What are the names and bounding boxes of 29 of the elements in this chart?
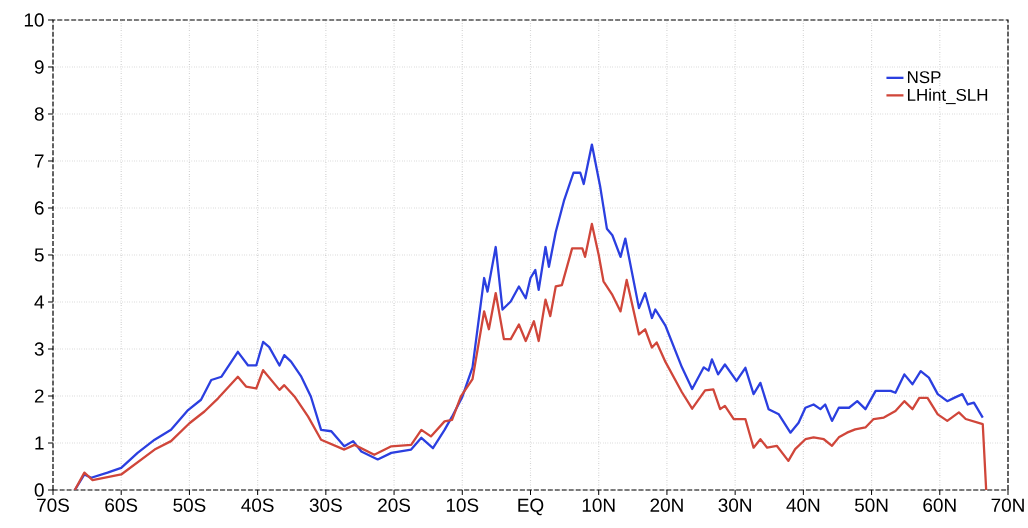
x-tick-label: 40S: [241, 498, 274, 512]
line-series: [73, 222, 988, 490]
x-tick-label: 70N: [991, 498, 1024, 512]
x-tick-label: 50S: [173, 498, 206, 512]
y-tick-label: 7: [34, 154, 44, 168]
x-tick-label: 50N: [854, 498, 888, 512]
x-tick-label: 30S: [309, 498, 342, 512]
y-tick-label: 0: [34, 483, 44, 497]
x-tick-label: 40N: [786, 498, 820, 512]
x-tick-label: 10N: [582, 498, 615, 512]
x-tick-label: 70S: [37, 498, 69, 512]
y-tick-label: 8: [34, 107, 44, 121]
x-tick-label: EQ: [518, 498, 544, 516]
x-tick-label: 30N: [718, 498, 751, 512]
x-tick-label: 60N: [923, 498, 956, 512]
y-tick-label: 6: [34, 201, 44, 215]
y-tick-label: 9: [34, 60, 44, 74]
y-tick-label: 1: [35, 436, 44, 450]
x-tick-label: 10S: [446, 498, 479, 512]
x-tick-label: 20S: [378, 498, 411, 512]
legend-label: NSP: [907, 71, 941, 84]
y-tick-label: 4: [34, 295, 44, 309]
x-tick-label: 60S: [105, 498, 138, 512]
y-tick-label: 5: [34, 248, 44, 262]
legend-label: LHint_SLH: [907, 88, 988, 105]
x-tick-label: 20N: [650, 498, 683, 512]
y-tick-label: 10: [24, 13, 44, 27]
y-tick-label: 2: [34, 389, 44, 403]
y-tick-label: 3: [34, 342, 44, 356]
